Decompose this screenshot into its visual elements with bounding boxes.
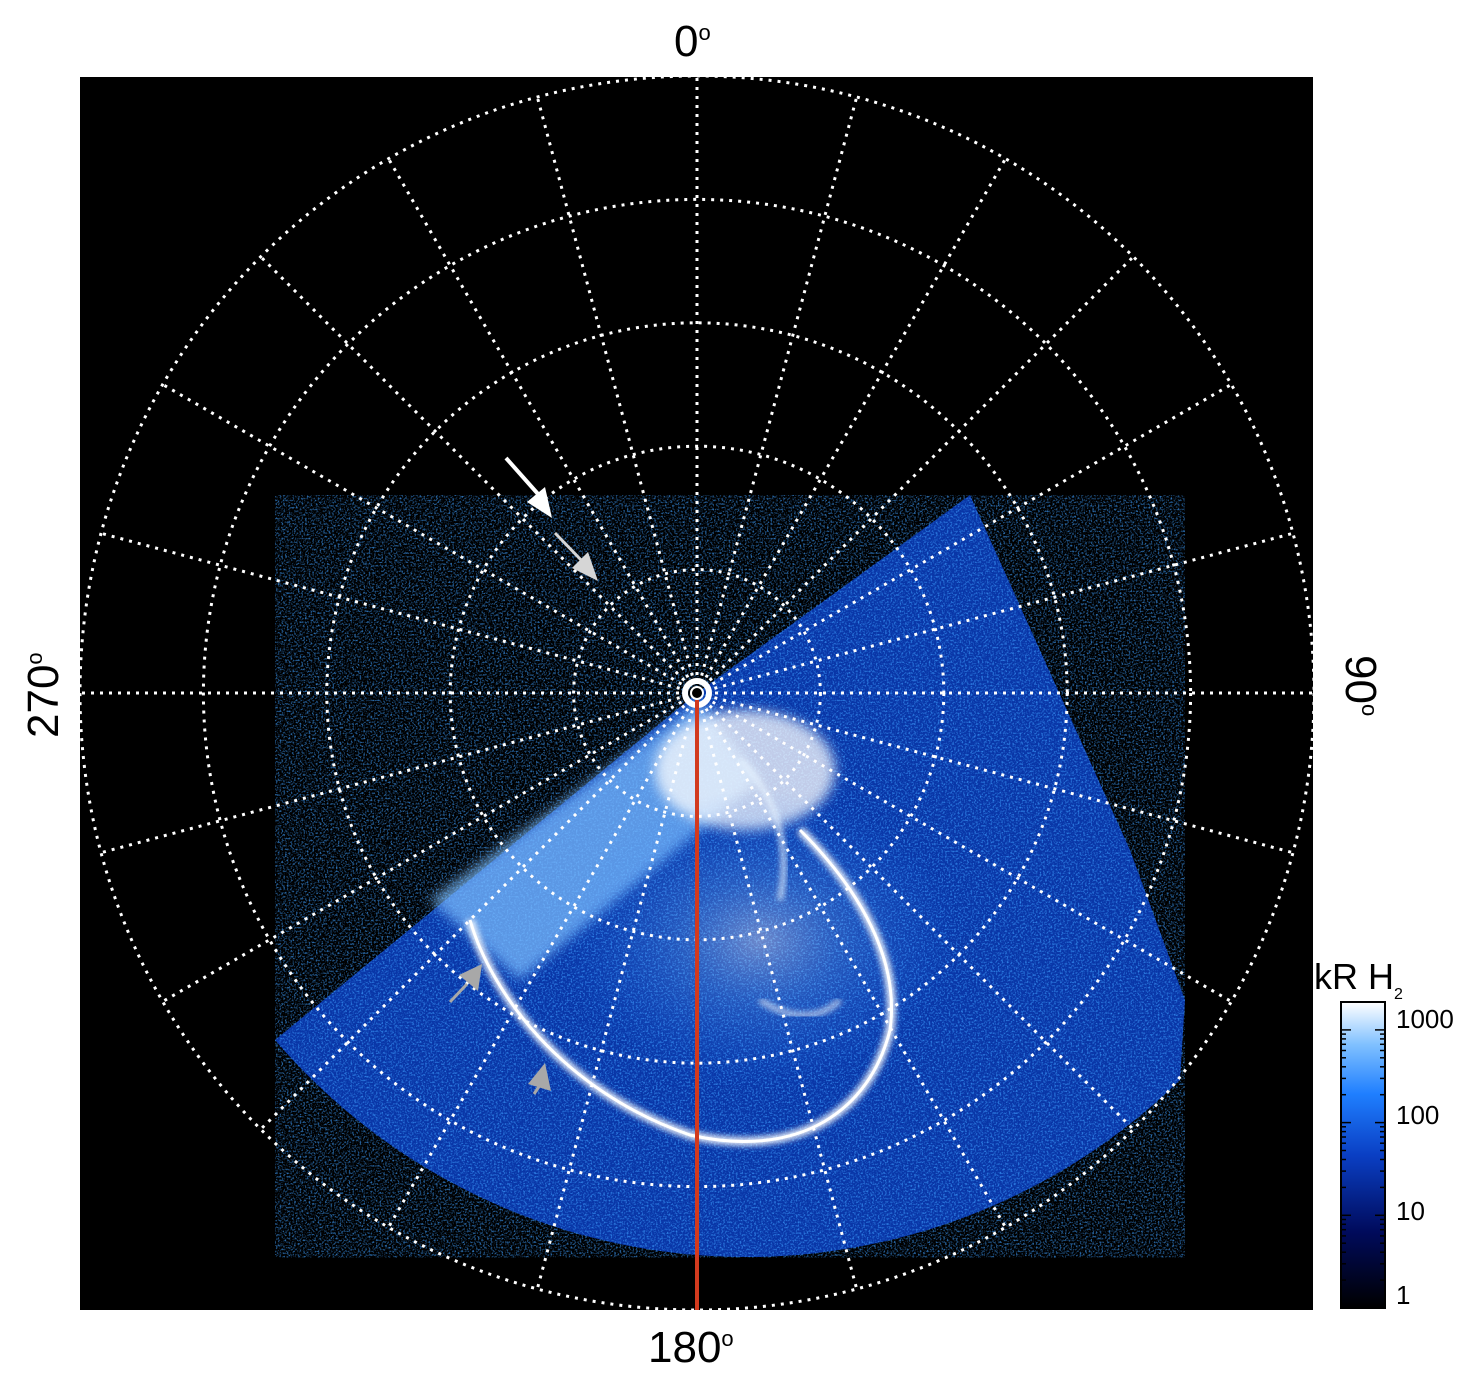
longitude-meridian <box>387 692 699 1229</box>
longitude-meridian <box>696 383 1233 695</box>
arrow-gray-left <box>448 964 482 1004</box>
colorbar-tick-1: 1 <box>1396 1280 1411 1310</box>
longitude-meridian <box>695 255 1135 695</box>
longitude-meridian <box>696 531 1294 695</box>
label-180-deg: 180o <box>648 1323 734 1372</box>
colorbar-tick-10: 10 <box>1396 1196 1425 1226</box>
pole-marker-inner <box>690 686 704 700</box>
longitude-meridian <box>100 531 698 695</box>
arrow-gray-bottom <box>528 1063 551 1095</box>
longitude-meridian <box>259 691 699 1131</box>
colorbar-tick-1000: 1000 <box>1396 1004 1454 1034</box>
colorbar-tick-100: 100 <box>1396 1100 1440 1130</box>
longitude-meridian <box>696 691 1233 1003</box>
colorbar <box>1340 1001 1386 1309</box>
arrow-white-upper <box>504 456 552 518</box>
aurora-emission-sector <box>275 495 1185 1258</box>
longitude-meridian <box>161 383 698 695</box>
colorbar-tick-marks <box>1341 1001 1385 1309</box>
label-90-deg: 90o <box>1336 655 1385 717</box>
longitude-meridian <box>535 692 699 1290</box>
label-270-deg: 270o <box>19 652 68 738</box>
longitude-meridian <box>695 691 1135 1131</box>
label-0-deg: 0o <box>674 17 711 66</box>
longitude-meridian <box>259 255 699 695</box>
arrow-light-gray <box>553 531 598 581</box>
latitude-longitude-grid <box>80 77 1313 1310</box>
longitude-meridian <box>695 692 1007 1229</box>
latitude-circle <box>572 568 822 818</box>
longitude-meridian <box>387 157 699 694</box>
longitude-meridian <box>535 96 699 694</box>
longitude-meridian <box>100 691 698 855</box>
longitude-meridian <box>695 96 859 694</box>
longitude-meridian <box>161 691 698 1003</box>
colorbar-title: kR H2 <box>1314 956 1403 1003</box>
longitude-meridian <box>695 157 1007 694</box>
longitude-meridian <box>695 692 859 1290</box>
longitude-meridian <box>696 691 1294 855</box>
